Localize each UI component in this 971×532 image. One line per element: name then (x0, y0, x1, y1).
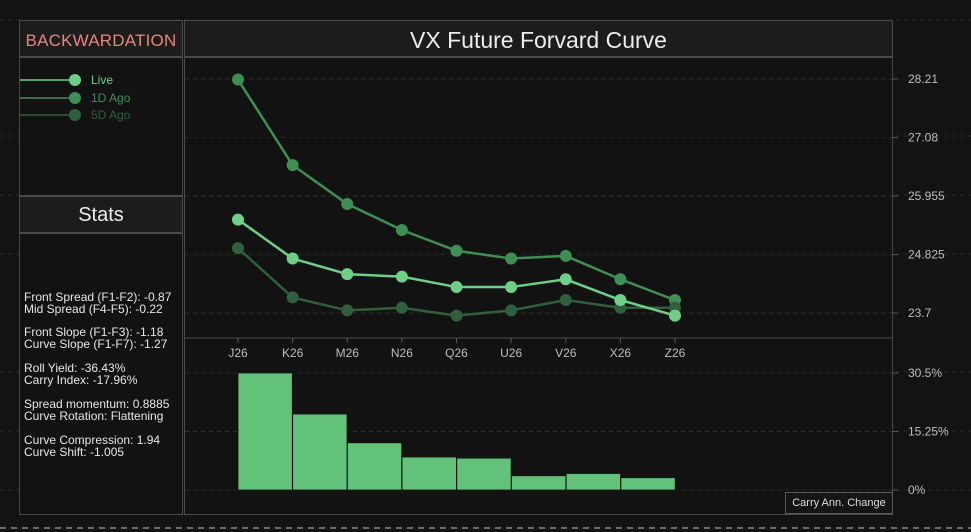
series-point-live (505, 281, 518, 294)
stats-header-panel: Stats (19, 196, 183, 233)
stat-curve-compression: Curve Compression: 1.94 (24, 433, 161, 447)
curve-status-panel: BACKWARDATION (19, 20, 183, 57)
carry-bar (620, 477, 676, 491)
x-tick-label: Z26 (665, 346, 686, 360)
carry-bar (401, 456, 457, 491)
carry-bar (237, 372, 293, 491)
series-point-1d-ago (232, 73, 244, 86)
series-point-5d-ago (559, 294, 572, 307)
series-point-live (395, 270, 408, 283)
series-point-5d-ago (450, 309, 463, 322)
series-point-5d-ago (286, 291, 299, 304)
series-point-live (559, 273, 572, 286)
series-point-live (669, 309, 681, 322)
chart-title: VX Future Forvard Curve (410, 27, 667, 53)
carry-bar (456, 457, 512, 491)
stat-spread-momentum: Spread momentum: 0.8885 (24, 397, 170, 411)
stat-front-spread: Front Spread (F1-F2): -0.87 (24, 290, 172, 304)
series-point-5d-ago (341, 304, 354, 317)
series-point-live (614, 294, 627, 307)
curve-status-label: BACKWARDATION (25, 31, 177, 50)
carry-bar (292, 413, 348, 491)
legend-marker-5d-ago (20, 109, 81, 121)
series-point-1d-ago (505, 252, 518, 265)
x-tick-label: N26 (391, 346, 413, 360)
stat-curve-rotation: Curve Rotation: Flattening (24, 409, 164, 423)
series-point-1d-ago (341, 198, 354, 211)
legend-marker-1d-ago (20, 92, 81, 104)
stats-title: Stats (78, 204, 124, 226)
x-tick-label: Q26 (445, 346, 468, 360)
series-point-1d-ago (614, 273, 627, 286)
y-tick-label: 27.08 (908, 131, 938, 145)
x-tick-label: U26 (500, 346, 522, 360)
legend-item-live[interactable]: Live (20, 73, 180, 87)
legend-item-1d-ago[interactable]: 1D Ago (20, 91, 180, 105)
x-tick-label: M26 (336, 346, 360, 360)
carry-bar (346, 442, 403, 491)
bar-y-tick-label: 30.5% (908, 366, 942, 380)
carry-bar-chart: 30.5% 15.25% 0% (185, 366, 949, 497)
legend-marker-live (20, 74, 81, 86)
carry-annotation-label: Carry Ann. Change (785, 492, 893, 514)
legend-item-5d-ago[interactable]: 5D Ago (20, 108, 180, 122)
x-tick-label: V26 (555, 346, 577, 360)
series-point-5d-ago (505, 304, 518, 317)
legend-panel: Live 1D Ago 5D Ago (19, 57, 183, 196)
stat-mid-spread: Mid Spread (F4-F5): -0.22 (24, 302, 163, 316)
x-tick-label: J26 (228, 346, 248, 360)
carry-bar (565, 473, 621, 491)
series-point-1d-ago (559, 249, 572, 262)
bar-y-tick-label: 0% (908, 483, 926, 497)
stat-curve-shift: Curve Shift: -1.005 (24, 445, 125, 459)
series-point-live (341, 268, 354, 281)
carry-bar (511, 475, 567, 491)
bar-y-tick-label: 15.25% (908, 425, 949, 439)
y-tick-label: 24.825 (908, 248, 945, 262)
series-point-live (286, 252, 299, 265)
series-point-live (232, 213, 244, 226)
series-point-5d-ago (395, 301, 408, 314)
y-tick-label: 25.955 (908, 189, 945, 203)
stat-curve-slope: Curve Slope (F1-F7): -1.27 (24, 337, 168, 351)
series-point-live (450, 281, 463, 294)
series-point-1d-ago (450, 244, 463, 257)
series-point-5d-ago (232, 242, 244, 255)
legend-label-live: Live (91, 73, 114, 87)
stat-front-slope: Front Slope (F1-F3): -1.18 (24, 325, 164, 339)
x-tick-label: X26 (610, 346, 632, 360)
legend-label-1d-ago: 1D Ago (91, 91, 131, 105)
stat-roll-yield: Roll Yield: -36.43% (24, 361, 126, 375)
chart-title-panel: VX Future Forvard Curve (184, 20, 893, 57)
series-point-1d-ago (395, 223, 408, 236)
x-tick-label: K26 (282, 346, 304, 360)
y-tick-label: 23.7 (908, 306, 932, 320)
stat-carry-index: Carry Index: -17.96% (24, 373, 138, 387)
series-point-1d-ago (286, 159, 299, 172)
legend-label-5d-ago: 5D Ago (91, 108, 131, 122)
stats-panel: Front Spread (F1-F2): -0.87 Mid Spread (… (19, 233, 183, 515)
y-tick-label: 28.21 (908, 72, 938, 86)
forward-curve-chart: 28.21 27.08 25.955 24.825 23.7 J26 K26 M26 N26 Q2… (185, 72, 945, 360)
series-line-1d-ago (236, 78, 676, 302)
